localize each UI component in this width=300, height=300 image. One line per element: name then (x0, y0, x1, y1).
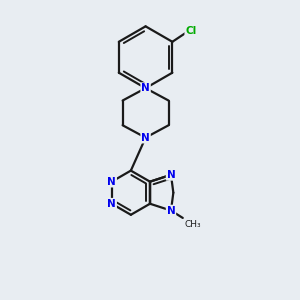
Text: CH₃: CH₃ (184, 220, 201, 229)
Text: N: N (107, 199, 116, 209)
Text: Cl: Cl (185, 26, 197, 37)
Text: N: N (167, 206, 176, 216)
Text: N: N (141, 133, 150, 142)
Text: N: N (141, 83, 150, 93)
Text: N: N (167, 170, 176, 180)
Text: N: N (107, 177, 116, 187)
